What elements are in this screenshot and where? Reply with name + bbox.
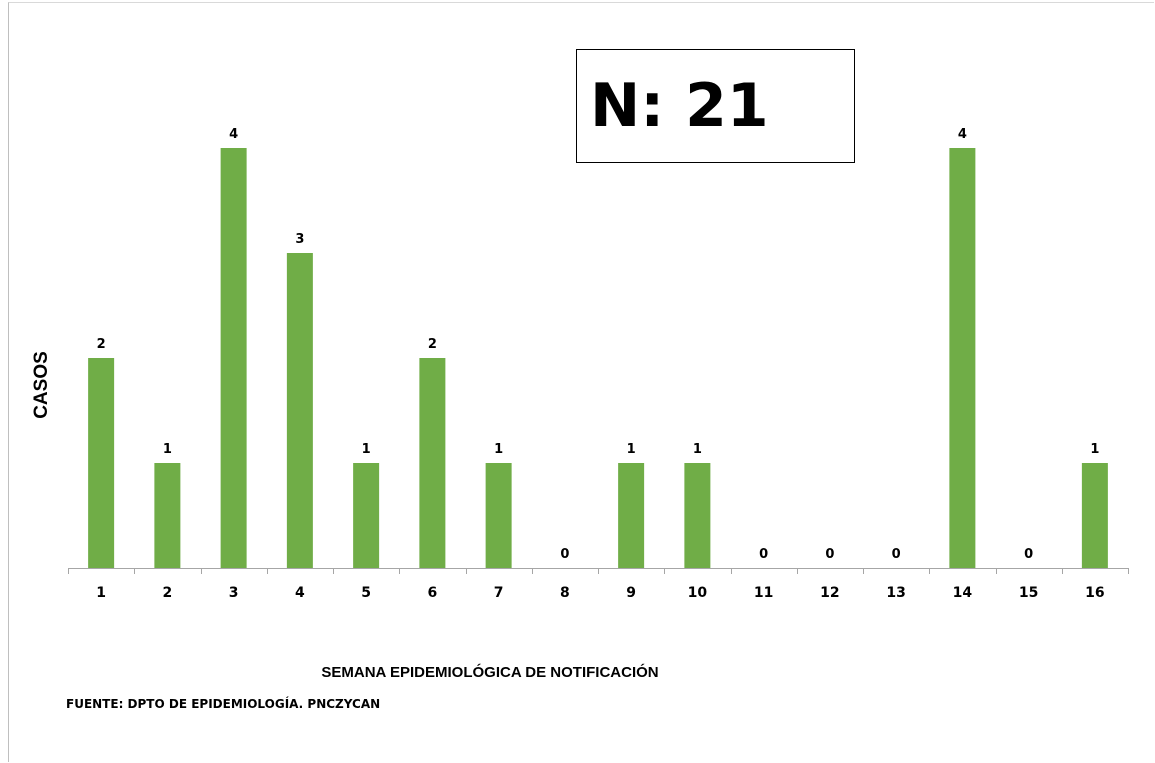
x-tick-label: 3 — [229, 585, 239, 601]
x-tick-label: 8 — [560, 585, 570, 601]
value-label: 1 — [693, 442, 702, 457]
x-tick-label: 2 — [163, 585, 173, 601]
value-label: 2 — [428, 337, 437, 352]
value-label: 2 — [97, 337, 106, 352]
x-tick-label: 11 — [754, 585, 773, 601]
x-tick-label: 4 — [295, 585, 305, 601]
value-label: 0 — [1024, 547, 1033, 562]
x-tick-label: 5 — [361, 585, 371, 601]
value-label: 0 — [759, 547, 768, 562]
bar-week-14 — [949, 148, 976, 568]
total-cases-box: N: 21 — [576, 49, 855, 163]
value-label: 4 — [958, 127, 967, 142]
value-label: 1 — [362, 442, 371, 457]
value-label: 1 — [627, 442, 636, 457]
value-label: 4 — [229, 127, 238, 142]
bar-week-16 — [1081, 463, 1108, 568]
bars-group — [88, 148, 1108, 568]
value-label: 0 — [560, 547, 569, 562]
value-label: 0 — [892, 547, 901, 562]
x-tick-label: 12 — [820, 585, 839, 601]
bar-week-6 — [419, 358, 446, 568]
x-tick-label: 1 — [96, 585, 106, 601]
bar-week-10 — [684, 463, 711, 568]
x-tick-label: 10 — [688, 585, 708, 601]
source-note: FUENTE: DPTO DE EPIDEMIOLOGÍA. PNCZYCAN — [66, 697, 381, 711]
y-axis-title: CASOS — [31, 351, 52, 419]
bar-week-5 — [353, 463, 380, 568]
value-label: 1 — [494, 442, 503, 457]
value-label: 3 — [295, 232, 304, 247]
chart-frame — [8, 2, 1154, 762]
x-tick-label: 14 — [953, 585, 973, 601]
bar-week-9 — [618, 463, 645, 568]
x-axis-title: SEMANA EPIDEMIOLÓGICA DE NOTIFICACIÓN — [321, 664, 659, 681]
x-tick-label: 13 — [886, 585, 905, 601]
value-labels-group: 2 1 4 3 1 2 1 0 1 1 0 0 0 4 0 1 — [97, 127, 1100, 562]
total-cases-label: N: 21 — [590, 71, 769, 141]
x-tick-label: 16 — [1085, 585, 1104, 601]
value-label: 1 — [1090, 442, 1099, 457]
x-ticks-group — [68, 568, 1129, 574]
x-tick-labels-group: 1 2 3 4 5 6 7 8 9 10 11 12 13 14 15 16 — [96, 585, 1104, 601]
x-tick-label: 6 — [428, 585, 438, 601]
bar-week-3 — [220, 148, 247, 568]
x-tick-label: 15 — [1019, 585, 1038, 601]
x-tick-label: 9 — [626, 585, 636, 601]
x-tick-label: 7 — [494, 585, 504, 601]
bar-week-7 — [485, 463, 512, 568]
value-label: 0 — [825, 547, 834, 562]
bar-week-2 — [154, 463, 181, 568]
value-label: 1 — [163, 442, 172, 457]
bar-week-1 — [88, 358, 115, 568]
bar-week-4 — [286, 253, 313, 568]
